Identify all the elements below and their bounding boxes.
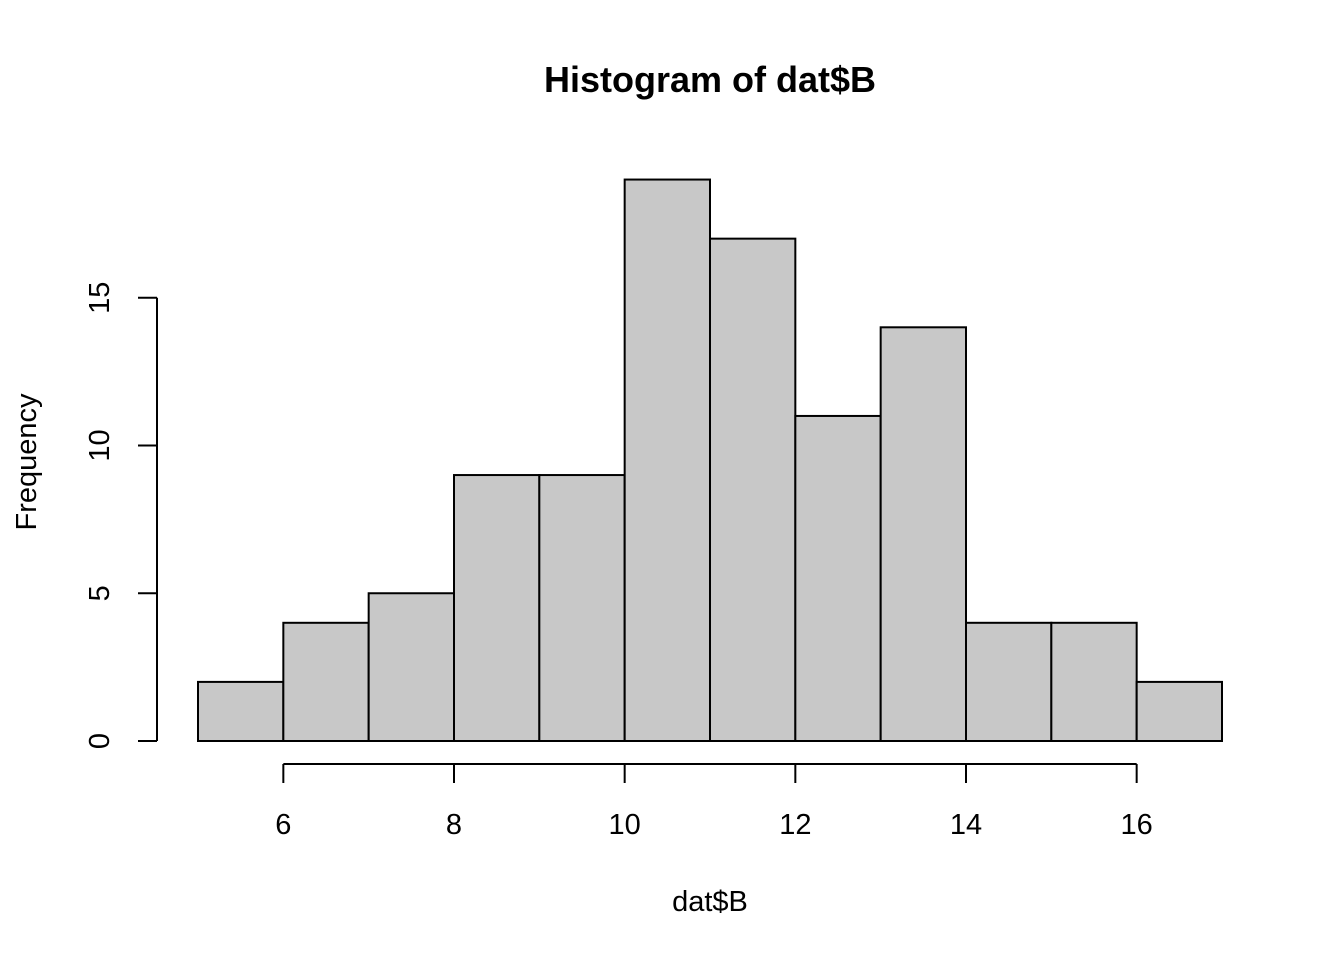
histogram-bar-13-14 <box>879 326 968 742</box>
histogram-bar-10-11 <box>623 178 712 743</box>
y-axis: 0 5 10 15 <box>84 282 158 749</box>
histogram-bar-8-9 <box>453 474 541 742</box>
chart-title: Histogram of dat$B <box>544 59 876 100</box>
y-tick-label: 5 <box>84 585 116 601</box>
histogram-bar-6-7 <box>282 621 370 742</box>
bars-group <box>197 178 1223 743</box>
histogram-bar-7-8 <box>367 592 455 742</box>
histogram-bar-15-16 <box>1050 621 1138 742</box>
x-tick-label: 8 <box>446 809 462 841</box>
histogram-bar-11-12 <box>709 237 797 742</box>
histogram-bar-16-17 <box>1135 680 1223 743</box>
y-tick-label: 0 <box>84 733 116 749</box>
y-tick-label: 15 <box>84 282 116 314</box>
x-tick-label: 14 <box>950 809 982 841</box>
x-tick-label: 10 <box>609 809 641 841</box>
x-axis: 6 8 10 12 14 16 <box>275 763 1153 841</box>
histogram-bar-14-15 <box>965 621 1053 742</box>
y-axis-label: Frequency <box>11 393 43 531</box>
x-tick-label: 12 <box>779 809 811 841</box>
x-axis-label: dat$B <box>672 886 748 918</box>
histogram-bar-5-6 <box>197 680 285 743</box>
histogram-bar-12-13 <box>794 414 882 742</box>
x-tick-label: 6 <box>275 809 291 841</box>
x-tick-label: 16 <box>1121 809 1153 841</box>
histogram-bar-9-10 <box>538 474 626 742</box>
y-tick-label: 10 <box>84 429 116 461</box>
